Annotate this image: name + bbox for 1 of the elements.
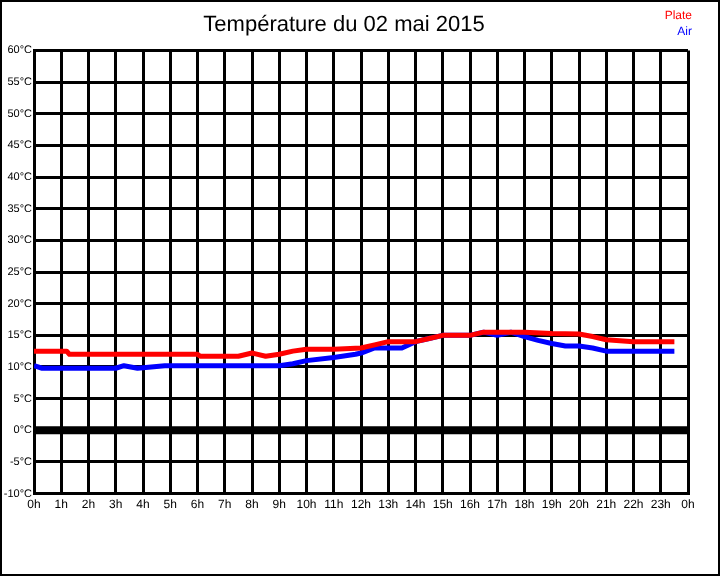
chart-title: Température du 02 mai 2015: [203, 13, 485, 38]
